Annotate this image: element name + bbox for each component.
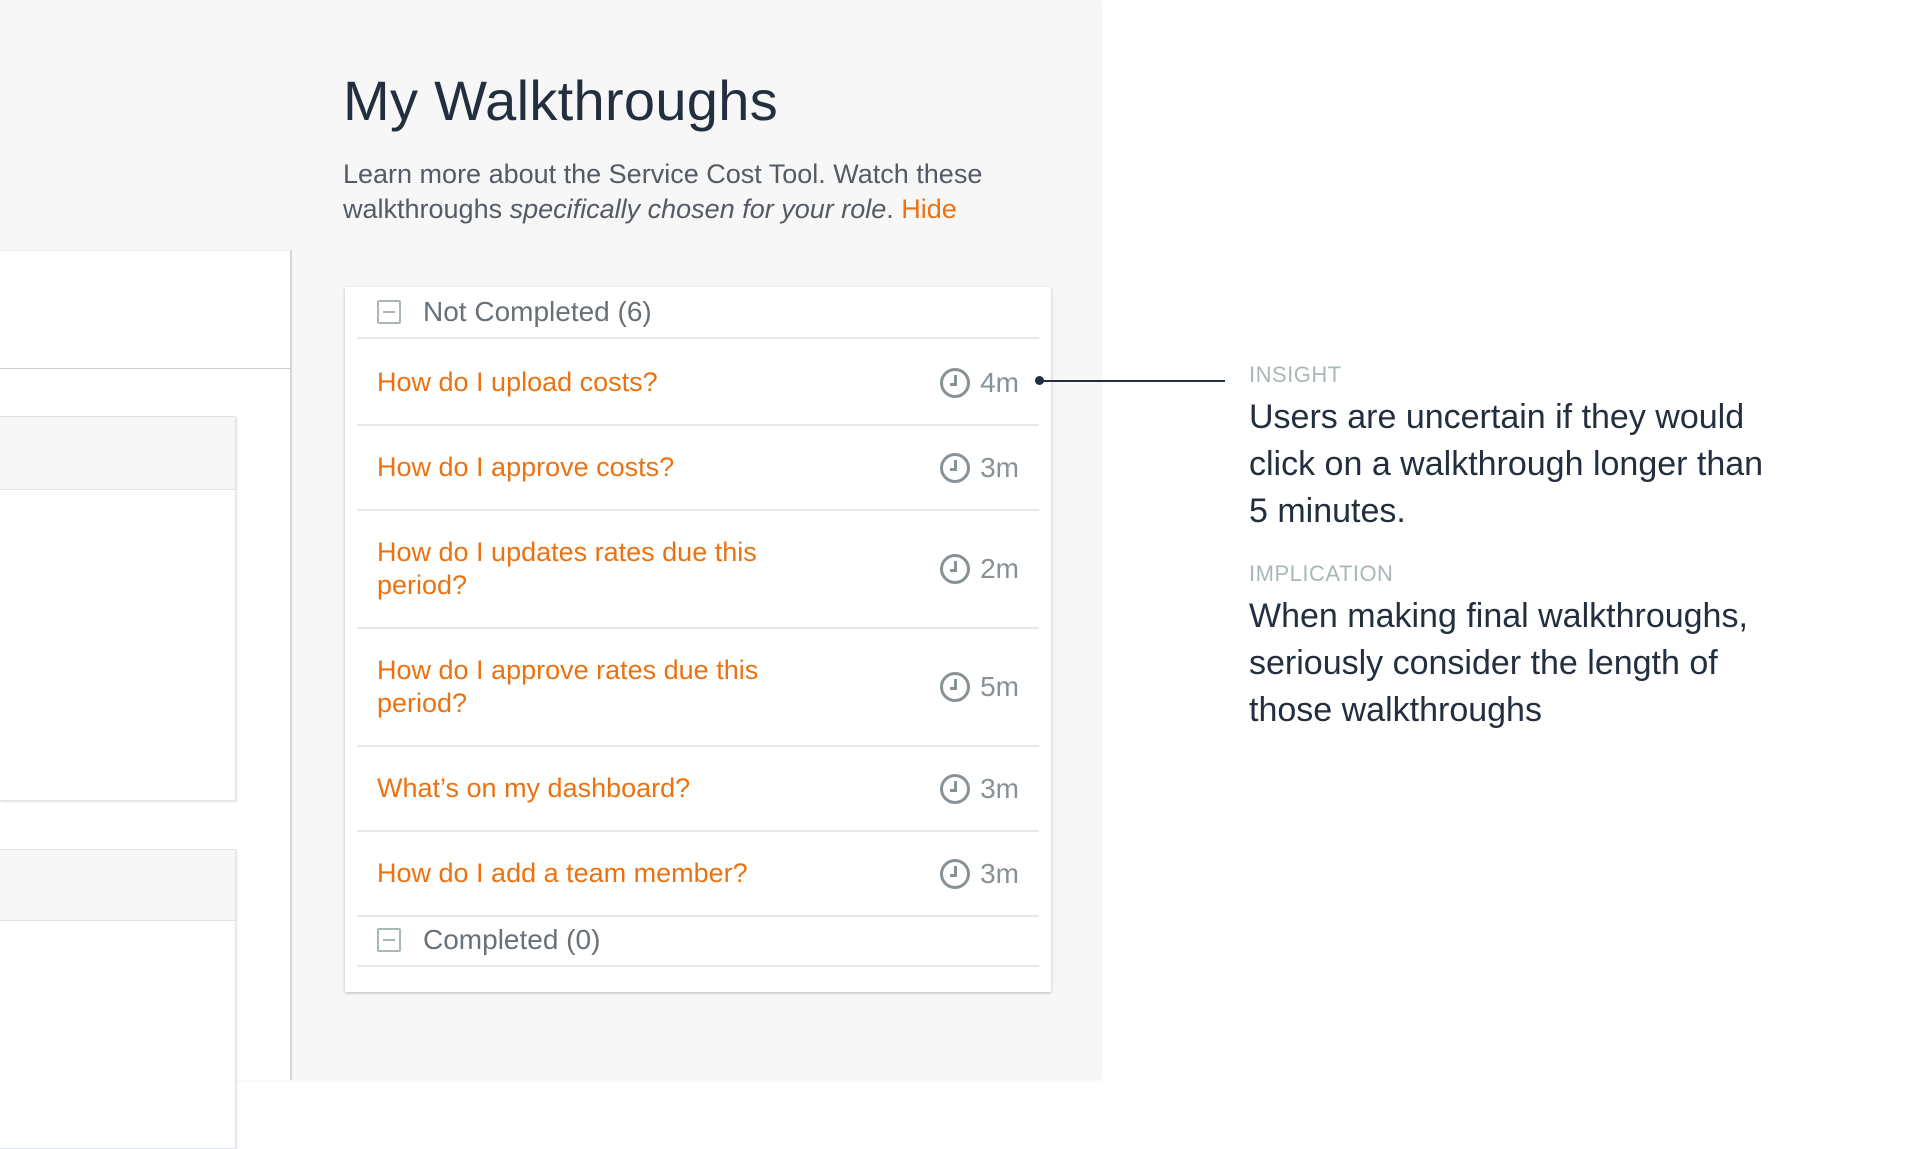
walkthrough-item[interactable]: How do I approve costs? 3m [357,426,1039,511]
insight-label: INSIGHT [1249,362,1342,387]
clock-icon [940,672,971,702]
duration: 3m [940,858,1019,890]
collapse-icon[interactable] [377,300,401,324]
clock-icon [940,858,971,889]
divider [0,368,290,369]
insight-text: Users are uncertain if they would click … [1249,398,1764,530]
walkthrough-item[interactable]: What’s on my dashboard? 3m [357,747,1039,832]
walkthrough-link[interactable]: How do I approve costs? [377,452,675,482]
page-description: Learn more about the Service Cost Tool. … [343,157,1063,227]
implication-label: IMPLICATION [1249,561,1394,586]
walkthroughs-card: Not Completed (6) How do I upload costs?… [345,287,1051,992]
annotation-connector [1035,376,1227,385]
description-text: . [886,194,902,224]
walkthrough-link[interactable]: How do I upload costs? [377,367,658,397]
walkthrough-item[interactable]: How do I approve rates due this period? 5… [357,629,1039,747]
duration-text: 4m [980,366,1019,398]
duration: 4m [940,367,1019,399]
implication-text: When making final walkthroughs, seriousl… [1249,597,1748,729]
section-label: Completed (0) [423,923,601,955]
walkthrough-link[interactable]: How do I updates rates due this period? [377,537,757,600]
section-label: Not Completed (6) [423,296,652,327]
duration: 2m [940,553,1019,585]
duration-text: 2m [980,553,1019,584]
implication-note: IMPLICATION When making final walkthroug… [1249,561,1769,734]
app-background: My Walkthroughs Learn more about the Ser… [0,69,1063,1149]
connector-line [1039,380,1225,382]
background-card-header [0,850,235,921]
duration-text: 3m [980,857,1019,889]
walkthrough-item[interactable]: How do I updates rates due this period? 2… [357,511,1039,629]
walkthrough-link[interactable]: How do I add a team member? [377,858,748,888]
clock-icon [940,367,971,398]
duration: 5m [940,671,1019,703]
insight-note: INSIGHT Users are uncertain if they woul… [1249,362,1769,535]
description-text: Learn more about the Service Cost Tool. … [343,159,983,224]
duration-text: 5m [980,671,1019,702]
duration: 3m [940,773,1019,805]
walkthrough-item[interactable]: How do I upload costs? 4m [357,341,1039,426]
duration-text: 3m [980,772,1019,804]
page-title: My Walkthroughs [343,69,778,132]
not-completed-section-header[interactable]: Not Completed (6) [357,287,1039,339]
background-card-header [0,417,235,490]
clock-icon [940,452,971,483]
walkthrough-link[interactable]: How do I approve rates due this period? [377,655,759,718]
background-card [0,416,236,801]
walkthrough-item[interactable]: How do I add a team member? 3m [357,832,1039,917]
duration-text: 3m [980,451,1019,483]
walkthrough-link[interactable]: What’s on my dashboard? [377,773,691,803]
collapse-icon[interactable] [377,927,401,952]
background-panel [0,250,292,1149]
clock-icon [940,773,971,804]
hide-link[interactable]: Hide [901,194,957,224]
clock-icon [940,554,971,584]
completed-section-header[interactable]: Completed (0) [357,914,1039,967]
background-card [0,849,236,1149]
duration: 3m [940,452,1019,484]
description-emphasis: specifically chosen for your role [509,194,887,224]
